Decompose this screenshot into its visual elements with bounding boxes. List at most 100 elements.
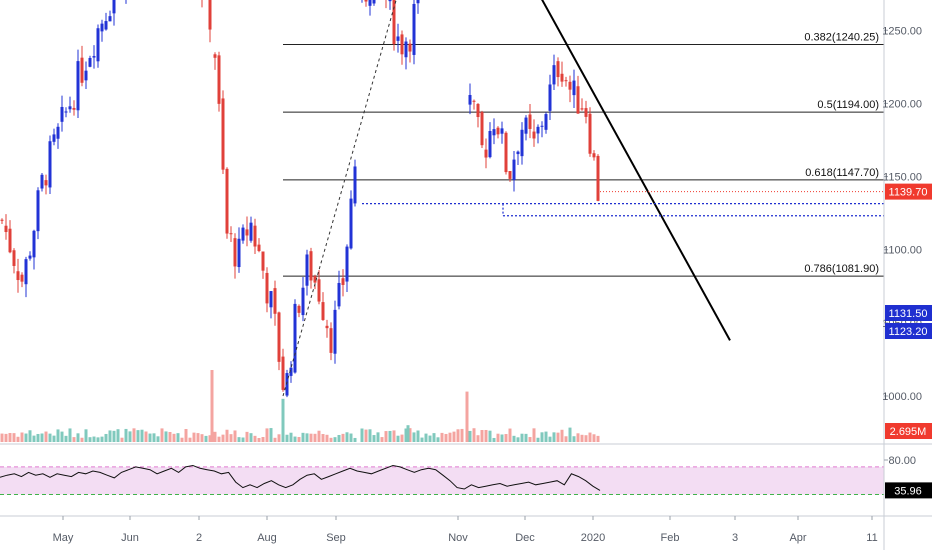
volume-bar [24, 433, 28, 442]
volume-spike [568, 427, 572, 442]
volume-bar [28, 430, 32, 442]
volume-bar [524, 433, 528, 442]
y-tick-label: 1000.00 [882, 391, 922, 403]
candle-body [496, 127, 500, 135]
volume-bar [76, 433, 80, 442]
volume-bar [480, 430, 484, 442]
x-tick-label: Feb [661, 532, 680, 544]
volume-bar [20, 432, 24, 442]
volume-bar [156, 436, 160, 442]
volume-bar [532, 428, 536, 442]
volume-bar [180, 437, 184, 442]
volume-spike [406, 425, 410, 442]
volume-bar [309, 433, 313, 442]
volume-bar [132, 428, 136, 442]
candle-body [580, 108, 584, 110]
candle-body [476, 103, 480, 118]
volume-bar [8, 433, 12, 442]
volume-bar [192, 432, 196, 442]
candle-body [257, 244, 261, 252]
candle-body [564, 80, 568, 82]
volume-bar [168, 432, 172, 442]
volume-bar [261, 437, 265, 442]
volume-bar [488, 430, 492, 442]
candle-body [552, 65, 556, 85]
candle-body [416, 0, 420, 4]
candle-body [80, 57, 84, 83]
volume-bar [184, 428, 188, 442]
volume-bar [225, 429, 229, 442]
volume-bar [152, 433, 156, 442]
volume-bar [380, 437, 384, 442]
x-tick-label: Dec [515, 532, 535, 544]
candle-body [104, 21, 108, 30]
candle-body [217, 55, 221, 104]
candle-body [305, 254, 309, 286]
volume-bar [116, 429, 120, 442]
volume-bar [136, 430, 140, 442]
support-price-tag [885, 305, 932, 321]
volume-bar [12, 433, 16, 442]
candle-body [48, 141, 52, 188]
volume-bar [337, 434, 341, 442]
y-tick-label: 1150.00 [883, 172, 922, 184]
x-tick-label: 2 [196, 532, 202, 544]
volume-bar [277, 434, 281, 442]
y-tick-label: 1200.00 [882, 98, 922, 110]
candle-body [520, 129, 524, 157]
candle-body [333, 309, 337, 354]
volume-bar [508, 428, 512, 442]
volume-bar [44, 431, 48, 442]
candle-body [504, 132, 508, 173]
candle-body [269, 291, 273, 308]
volume-tag-label: 2.695M [890, 426, 927, 438]
volume-bar [92, 436, 96, 442]
volume-bar [221, 434, 225, 442]
volume-bar [213, 431, 217, 442]
volume-spike [465, 391, 469, 442]
volume-bar [520, 433, 524, 442]
rsi-band [0, 466, 884, 495]
rsi-value-label: 35.96 [894, 485, 922, 497]
volume-bar [112, 430, 116, 442]
candle-body [329, 328, 333, 353]
candle-body [273, 288, 277, 314]
volume-bar [349, 433, 353, 442]
volume-bar [297, 436, 301, 442]
volume-bar [96, 437, 100, 442]
candle-body [64, 111, 68, 113]
volume-bar [420, 437, 424, 442]
candle-body [472, 100, 476, 102]
volume-bar [580, 434, 584, 442]
volume-bar [376, 432, 380, 442]
volume-bar [345, 432, 349, 442]
volume-bar [128, 431, 132, 442]
volume-bar [104, 433, 108, 442]
volume-bar [384, 431, 388, 442]
candle-body [528, 114, 532, 129]
x-tick-label: Sep [326, 532, 346, 544]
candle-body [400, 34, 404, 55]
volume-bar [32, 435, 36, 442]
volume-bar [544, 431, 548, 442]
candle-body [516, 151, 520, 155]
candle-body [540, 125, 544, 127]
candle-body [388, 0, 392, 2]
candle-body [364, 0, 368, 2]
candle-body [368, 0, 372, 6]
volume-bar [120, 437, 124, 442]
candle-body [36, 190, 40, 232]
candle-body [249, 222, 253, 241]
volume-bar [200, 434, 204, 442]
candle-body [596, 155, 600, 201]
volume-bar [564, 436, 568, 442]
last-price-label: 1139.70 [889, 187, 928, 199]
candle-body [233, 238, 237, 267]
candle-body [588, 113, 592, 154]
candle-body [536, 126, 540, 134]
volume-bar [148, 433, 152, 442]
candle-body [221, 98, 225, 170]
